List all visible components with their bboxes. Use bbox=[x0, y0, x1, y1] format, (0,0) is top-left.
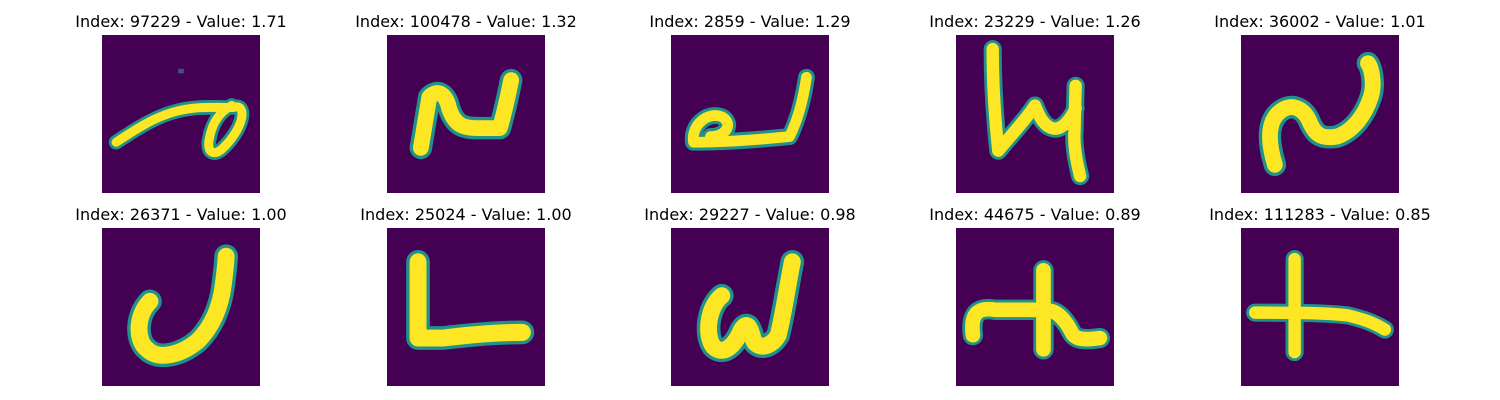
glyph-image bbox=[671, 35, 829, 193]
panel-title: Index: 25024 - Value: 1.00 bbox=[360, 205, 572, 224]
panel-title: Index: 97229 - Value: 1.71 bbox=[75, 12, 287, 31]
panel-title: Index: 36002 - Value: 1.01 bbox=[1214, 12, 1426, 31]
glyph-image bbox=[956, 35, 1114, 193]
glyph-image bbox=[1241, 35, 1399, 193]
glyph-image bbox=[956, 228, 1114, 386]
panel-title: Index: 100478 - Value: 1.32 bbox=[355, 12, 577, 31]
glyph-image bbox=[102, 35, 260, 193]
glyph-image bbox=[1241, 228, 1399, 386]
panel-title: Index: 44675 - Value: 0.89 bbox=[929, 205, 1141, 224]
panel-title: Index: 26371 - Value: 1.00 bbox=[75, 205, 287, 224]
panel-title: Index: 29227 - Value: 0.98 bbox=[644, 205, 856, 224]
panel-title: Index: 23229 - Value: 1.26 bbox=[929, 12, 1141, 31]
glyph-image bbox=[387, 35, 545, 193]
glyph-image bbox=[387, 228, 545, 386]
panel-title: Index: 111283 - Value: 0.85 bbox=[1209, 205, 1431, 224]
glyph-image bbox=[671, 228, 829, 386]
panel-title: Index: 2859 - Value: 1.29 bbox=[649, 12, 851, 31]
glyph-image bbox=[102, 228, 260, 386]
